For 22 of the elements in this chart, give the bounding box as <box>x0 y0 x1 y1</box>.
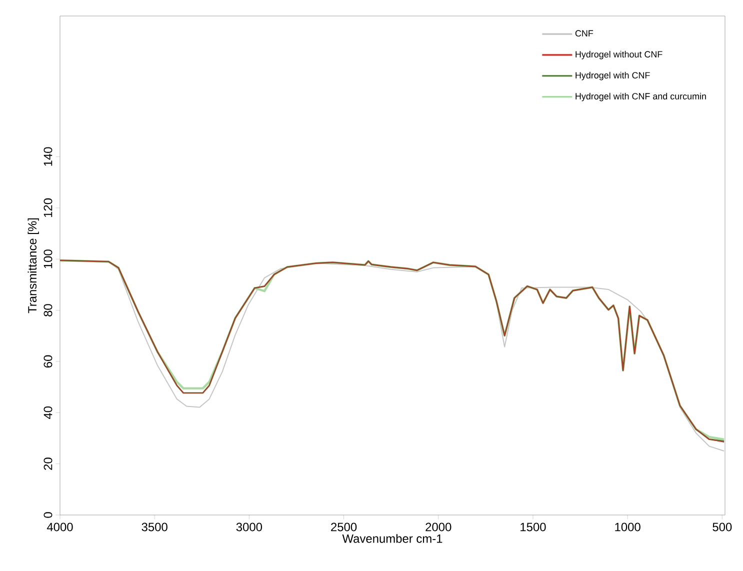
y-tick-label: 20 <box>44 458 52 470</box>
x-tick-label: 3000 <box>236 522 262 532</box>
x-tick-label: 2500 <box>331 522 357 532</box>
y-axis-title: Transmittance [%] <box>28 218 39 314</box>
x-axis-title: Wavenumber cm-1 <box>342 534 442 543</box>
legend-label: Hydrogel with CNF and curcumin <box>576 92 706 102</box>
x-tick-label: 1000 <box>615 522 640 532</box>
legend-label: CNF <box>575 30 594 37</box>
x-tick-label: 500 <box>712 522 732 532</box>
legend-label: Hydrogel with CNF <box>576 72 650 80</box>
y-tick-label: 0 <box>44 512 52 518</box>
y-tick-label: 100 <box>44 250 52 268</box>
y-tick-label: 40 <box>44 406 52 420</box>
y-tick-label: 120 <box>44 198 52 217</box>
x-tick-label: 2000 <box>426 522 452 532</box>
x-tick-label: 3500 <box>142 522 168 532</box>
legend-label: Hydrogel without CNF <box>576 50 662 60</box>
y-tick-label: 60 <box>44 355 52 368</box>
x-tick-label: 1500 <box>520 522 546 532</box>
y-tick-label: 80 <box>44 304 52 316</box>
x-tick-label: 4000 <box>46 522 73 532</box>
y-tick-label: 140 <box>44 147 52 166</box>
